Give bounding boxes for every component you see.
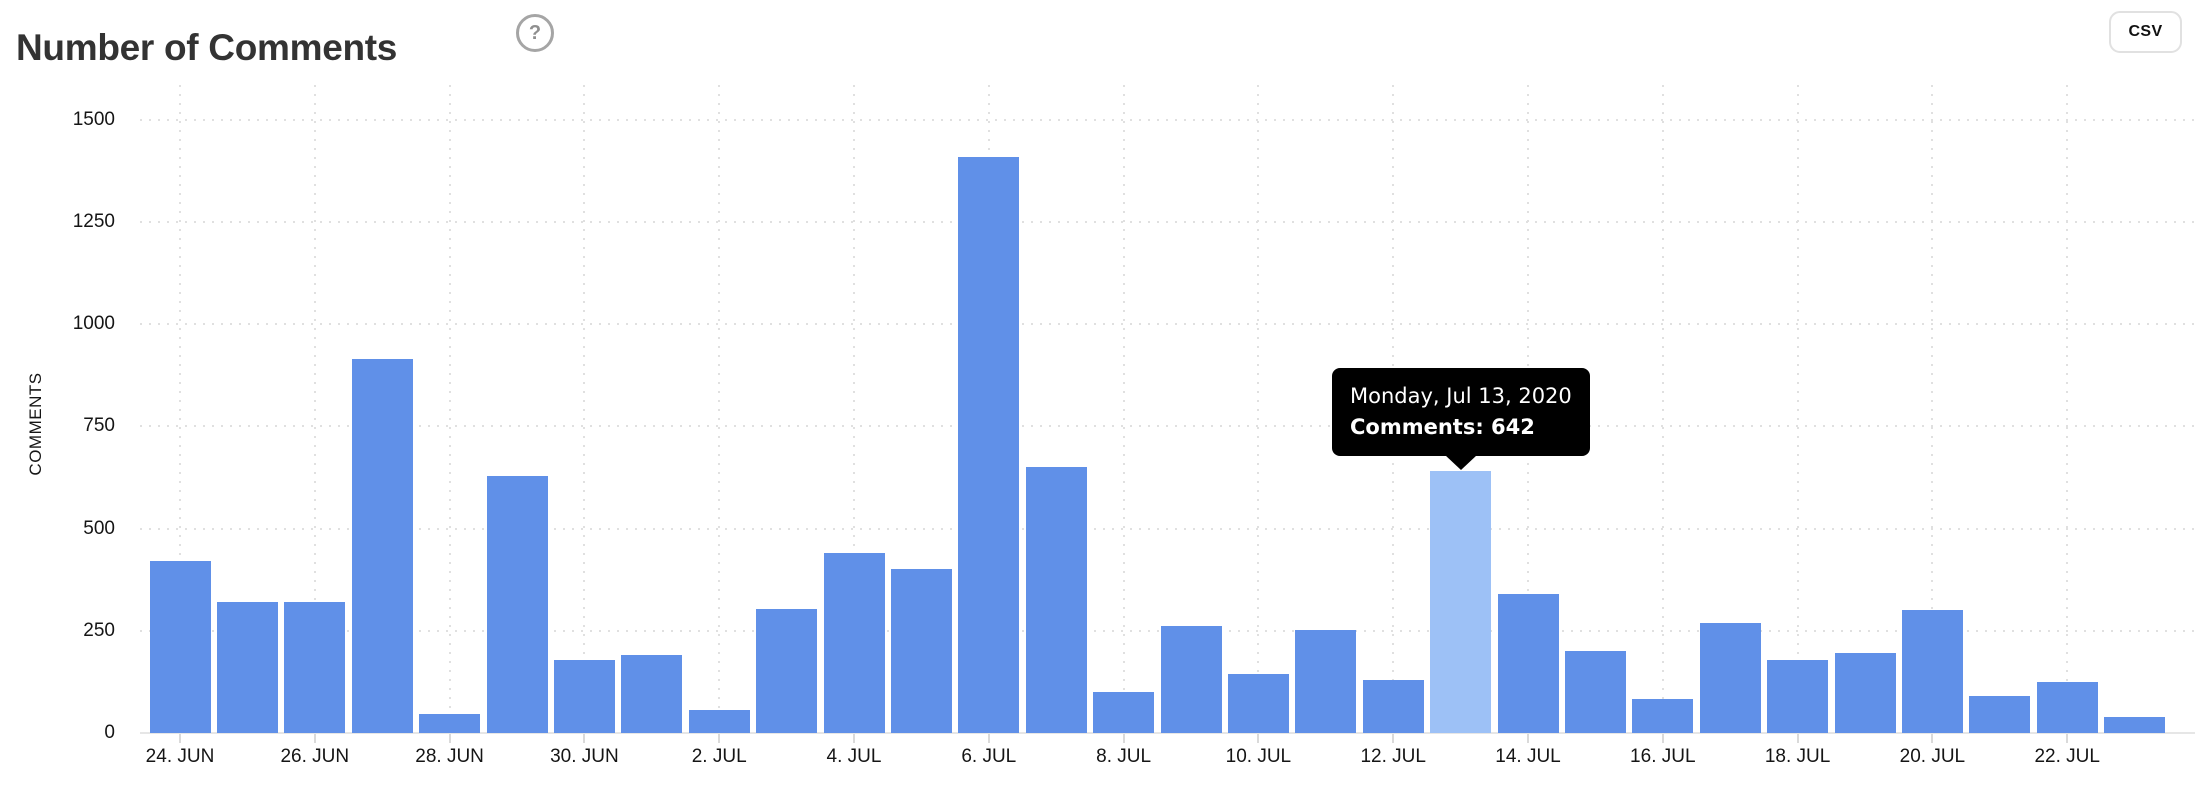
bar-jul-11[interactable] <box>1295 630 1357 733</box>
page-title: Number of Comments <box>16 26 398 68</box>
tooltip-value: Comments: 642 <box>1350 415 1535 439</box>
x-axis-label: 2. JUL <box>691 746 747 767</box>
x-axis-tick <box>1392 734 1395 743</box>
gridline-x-10-jul <box>1257 85 1260 733</box>
y-axis-label: 0 <box>104 722 115 743</box>
bar-jul-2[interactable] <box>688 710 750 733</box>
bar-jul-13[interactable] <box>1430 471 1492 733</box>
y-axis-label: 750 <box>83 415 115 437</box>
x-axis-tick <box>1796 734 1799 743</box>
bar-jul-19[interactable] <box>1834 653 1896 733</box>
bar-jul-12[interactable] <box>1362 680 1424 733</box>
bar-jul-5[interactable] <box>890 569 952 733</box>
gridline-y-1500 <box>140 118 2195 121</box>
y-axis-label: 1000 <box>72 313 115 335</box>
bar-jul-10[interactable] <box>1227 674 1289 733</box>
bar-jul-8[interactable] <box>1093 692 1155 733</box>
x-axis-tick <box>1122 734 1125 743</box>
bar-jun-24[interactable] <box>149 561 211 733</box>
bar-jul-4[interactable] <box>823 553 885 733</box>
gridline-x-20-jul <box>1931 85 1934 733</box>
gridline-x-18-jul <box>1796 85 1799 733</box>
bar-jun-26[interactable] <box>284 602 346 733</box>
help-icon[interactable]: ? <box>516 14 554 52</box>
y-axis-label: 1250 <box>72 211 115 232</box>
gridline-x-8-jul <box>1122 85 1125 733</box>
x-axis-label: 4. JUL <box>826 746 882 767</box>
x-axis-tick <box>179 734 181 743</box>
bar-jul-16[interactable] <box>1632 699 1694 733</box>
csv-export-button[interactable]: CSV <box>2109 11 2182 53</box>
gridline-y-500 <box>140 527 2195 530</box>
gridline-x-22-jul <box>2066 85 2069 733</box>
x-axis-label: 12. JUL <box>1360 746 1426 767</box>
x-axis-tick <box>2066 734 2069 743</box>
bar-jul-7[interactable] <box>1025 467 1087 733</box>
x-axis-label: 10. JUL <box>1225 746 1292 767</box>
bar-jun-29[interactable] <box>486 476 548 733</box>
bar-jun-27[interactable] <box>351 359 413 733</box>
x-axis-tick <box>583 734 586 743</box>
gridline-y-750 <box>140 425 2195 428</box>
x-axis-tick <box>1527 734 1529 743</box>
x-axis-tick <box>987 734 990 743</box>
x-axis-tick <box>1661 734 1664 743</box>
bar-jul-21[interactable] <box>1969 696 2031 733</box>
gridline-x-16-jul <box>1661 85 1664 733</box>
bar-jul-3[interactable] <box>756 609 818 733</box>
x-axis-label: 22. JUL <box>2034 746 2100 767</box>
gridline-x-26-jun <box>313 85 316 733</box>
bar-jun-28[interactable] <box>419 714 481 733</box>
x-axis-label: 26. JUN <box>280 746 350 767</box>
bar-jul-20[interactable] <box>1901 610 1963 733</box>
x-axis-label: 24. JUN <box>145 746 215 767</box>
x-axis-line <box>140 732 2195 734</box>
y-axis-label: 1500 <box>72 108 115 130</box>
gridline-x-24-jun <box>179 85 181 733</box>
x-axis-tick <box>853 734 855 743</box>
x-axis-label: 6. JUL <box>961 746 1017 767</box>
bar-jun-30[interactable] <box>553 660 615 733</box>
plot-area <box>140 85 2195 733</box>
bar-jul-17[interactable] <box>1699 623 1761 733</box>
y-axis-label: 500 <box>83 517 115 539</box>
x-axis-tick <box>1931 734 1934 743</box>
x-axis-label: 14. JUL <box>1495 746 1561 767</box>
x-axis-label: 20. JUL <box>1899 746 1966 767</box>
bar-jul-14[interactable] <box>1497 594 1559 733</box>
bar-jul-6[interactable] <box>958 157 1020 733</box>
gridline-x-30-jun <box>583 85 586 733</box>
x-axis-label: 30. JUN <box>550 746 619 767</box>
bar-jun-25[interactable] <box>216 602 278 733</box>
tooltip-arrow <box>1444 455 1477 470</box>
x-axis-label: 18. JUL <box>1764 746 1831 767</box>
tooltip-date: Monday, Jul 13, 2020 <box>1350 384 1572 408</box>
bar-jul-9[interactable] <box>1160 626 1222 733</box>
bar-jul-1[interactable] <box>621 655 683 733</box>
x-axis-label: 28. JUN <box>415 746 484 767</box>
bar-jul-23[interactable] <box>2104 717 2166 733</box>
bar-jul-15[interactable] <box>1564 651 1626 733</box>
x-axis-tick <box>313 734 316 743</box>
gridline-x-28-jun <box>448 85 451 733</box>
gridline-x-2-jul <box>718 85 721 733</box>
x-axis-tick <box>718 734 721 743</box>
gridline-y-1000 <box>140 323 2195 326</box>
gridline-y-1250 <box>140 221 2195 223</box>
y-axis-label: 250 <box>83 619 115 641</box>
bar-jul-18[interactable] <box>1767 660 1829 733</box>
tooltip: Monday, Jul 13, 2020 Comments: 642 <box>1332 368 1590 470</box>
bar-jul-22[interactable] <box>2036 682 2098 733</box>
x-axis-label: 8. JUL <box>1096 746 1152 767</box>
x-axis-tick <box>448 734 451 743</box>
gridline-x-4-jul <box>853 85 855 733</box>
x-axis-tick <box>1257 734 1260 743</box>
x-axis-label: 16. JUL <box>1630 746 1696 767</box>
